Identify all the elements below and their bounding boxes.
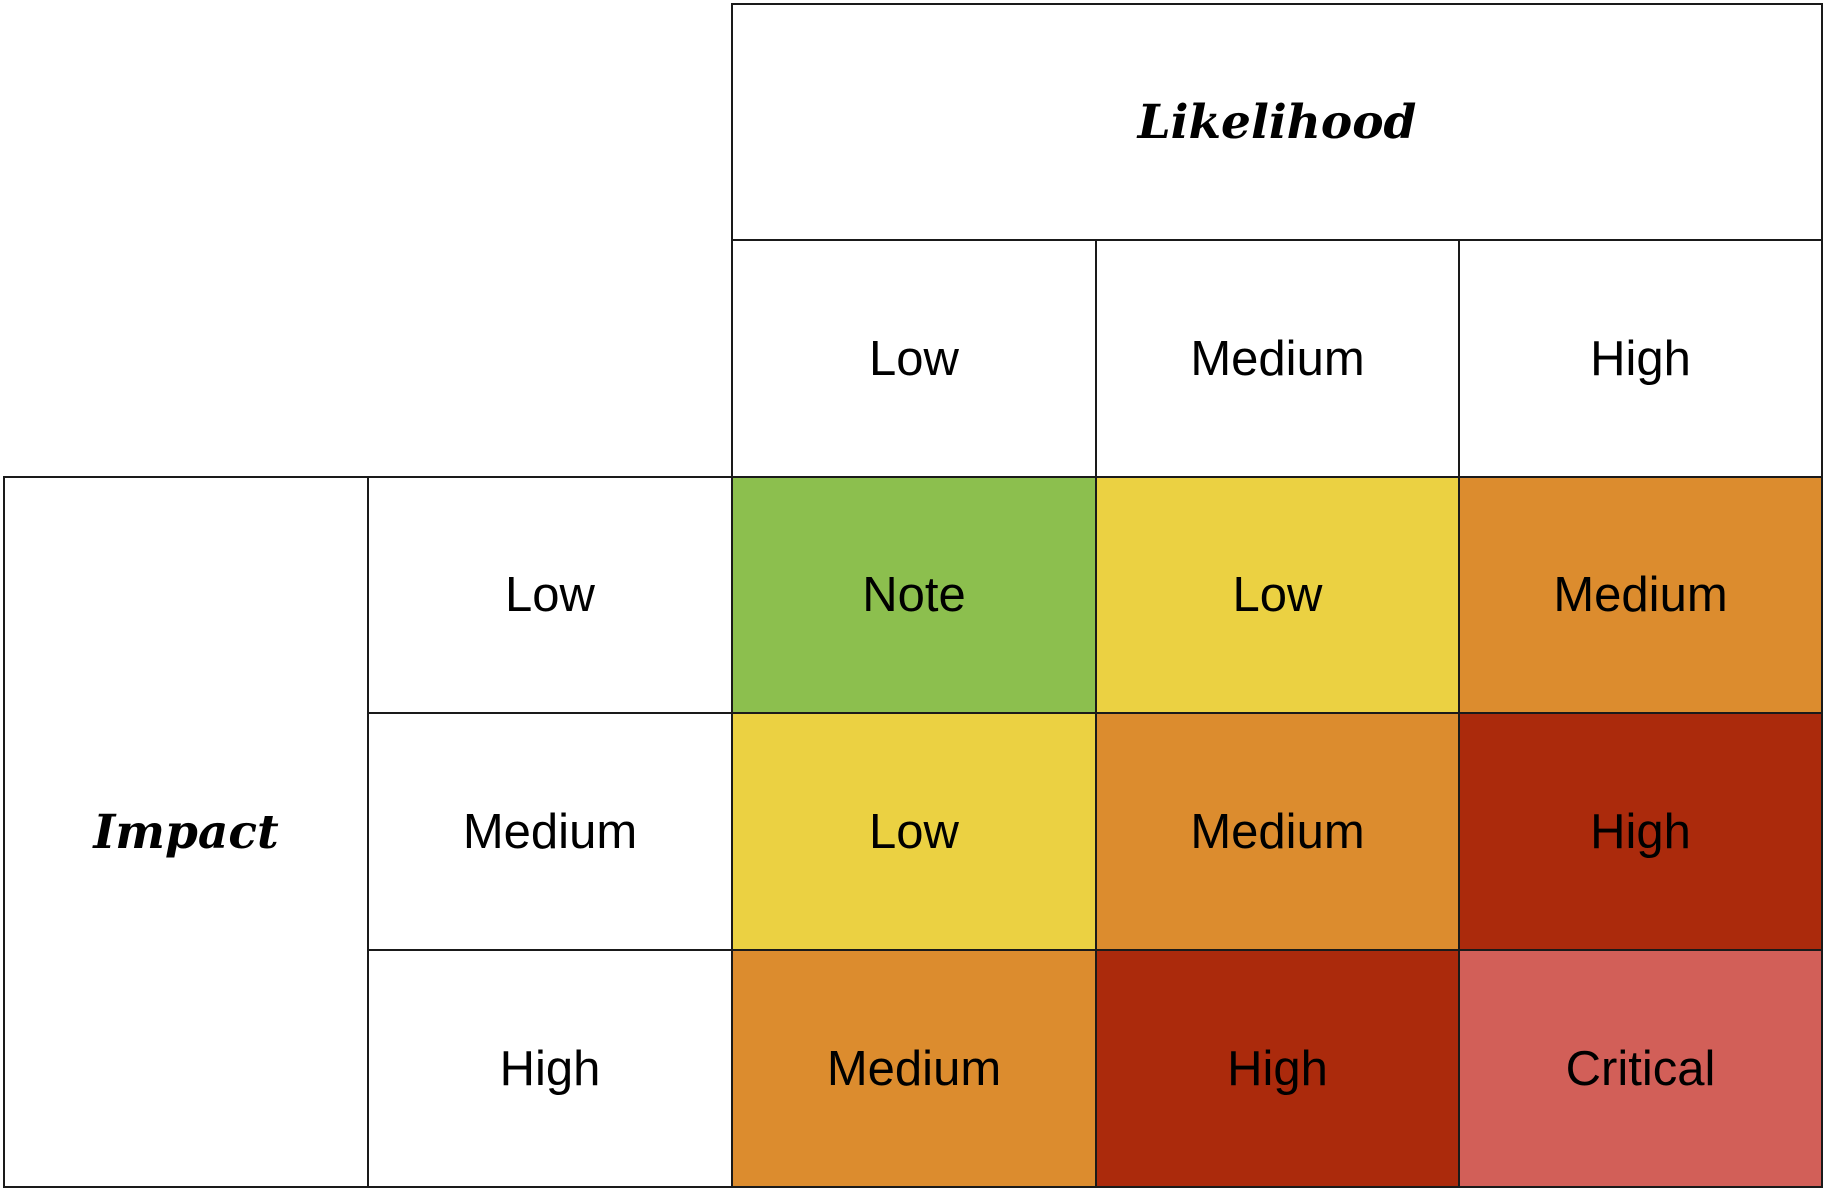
grid-line bbox=[731, 3, 733, 1188]
impact-level-high: High bbox=[499, 1041, 601, 1096]
grid-line bbox=[1095, 239, 1097, 1188]
grid-line bbox=[1458, 239, 1460, 1188]
grid-line bbox=[1821, 3, 1823, 1188]
grid-line bbox=[3, 1186, 1823, 1188]
risk-cell-impact-low-likelihood-low: Note bbox=[732, 477, 1096, 713]
risk-cell-impact-medium-likelihood-medium: Medium bbox=[1096, 713, 1459, 950]
risk-cell-impact-medium-likelihood-high: High bbox=[1459, 713, 1822, 950]
impact-level-medium: Medium bbox=[462, 804, 638, 859]
likelihood-level-medium: Medium bbox=[1190, 331, 1365, 386]
risk-cell-impact-high-likelihood-medium: High bbox=[1096, 950, 1459, 1187]
risk-cell-impact-high-likelihood-low: Medium bbox=[732, 950, 1096, 1187]
risk-cell-impact-low-likelihood-medium: Low bbox=[1096, 477, 1459, 713]
likelihood-level-high: High bbox=[1590, 331, 1691, 386]
risk-cell-impact-low-likelihood-high: Medium bbox=[1459, 477, 1822, 713]
grid-line bbox=[367, 476, 369, 1188]
risk-cell-impact-medium-likelihood-low: Low bbox=[732, 713, 1096, 950]
impact-level-low: Low bbox=[505, 568, 595, 622]
risk-cell-impact-high-likelihood-high: Critical bbox=[1459, 950, 1822, 1187]
grid-line bbox=[731, 239, 1823, 241]
likelihood-header: Likelihood bbox=[1137, 94, 1417, 150]
impact-header: Impact bbox=[93, 804, 279, 860]
grid-line bbox=[3, 476, 1823, 478]
likelihood-level-low: Low bbox=[869, 331, 959, 386]
grid-line bbox=[3, 476, 5, 1188]
grid-line bbox=[731, 3, 1823, 5]
